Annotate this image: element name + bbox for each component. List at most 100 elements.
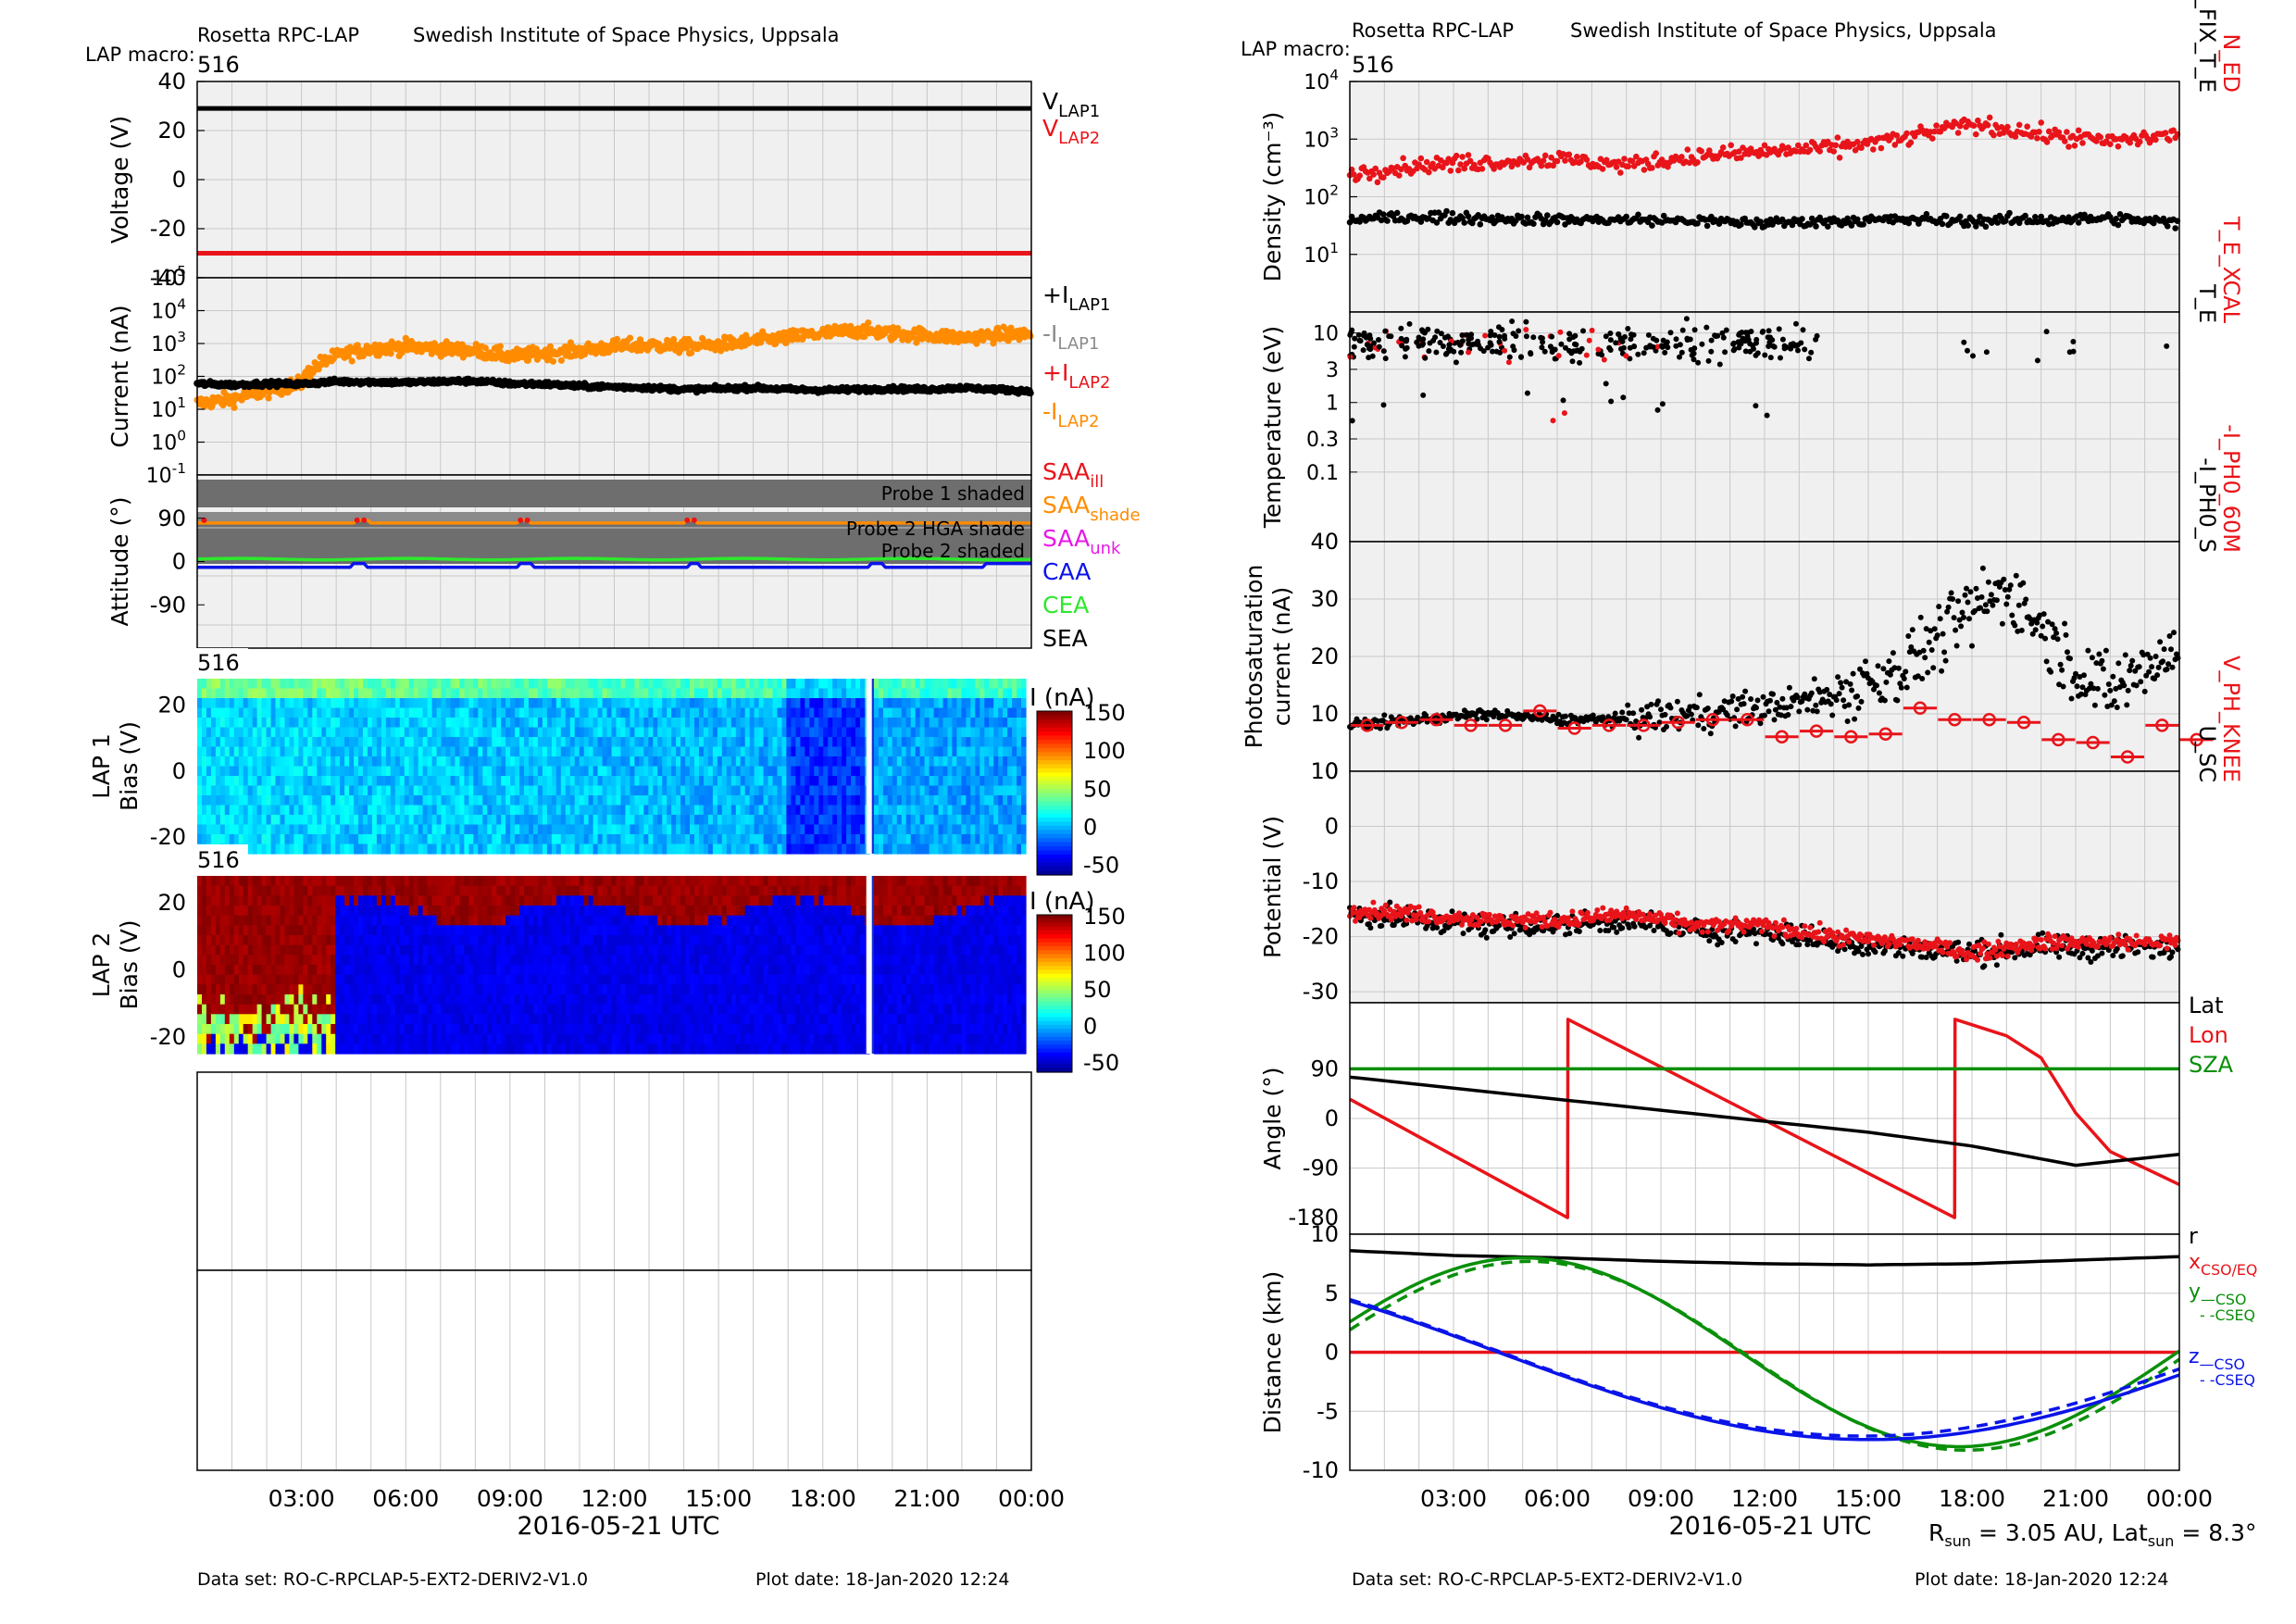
heat-cell (238, 679, 244, 690)
heat-cell (247, 766, 254, 777)
heat-cell (381, 766, 387, 777)
heat-cell (583, 824, 590, 835)
heat-cell (551, 756, 557, 768)
heat-cell (929, 737, 935, 748)
heat-cell (643, 727, 649, 738)
heat-cell (837, 707, 842, 718)
heat-cell (275, 785, 281, 796)
heat-cell (298, 718, 304, 729)
heat-cell (524, 776, 530, 787)
heat-cell (837, 698, 842, 709)
heat-cell (413, 824, 419, 835)
heat-cell (676, 843, 681, 855)
heat-cell (795, 824, 801, 835)
heat-cell (809, 834, 815, 845)
heat-cell (529, 834, 534, 845)
heat-cell (542, 766, 548, 777)
heat-cell (878, 805, 884, 816)
heat-cell (431, 679, 438, 690)
heat-cell (735, 756, 742, 768)
heat-cell (606, 746, 613, 757)
heat-cell (924, 843, 930, 855)
heat-cell (293, 718, 299, 729)
heat-cell (910, 698, 917, 709)
heat-cell (680, 727, 686, 738)
heat-cell (744, 698, 751, 709)
heat-cell (777, 718, 783, 729)
heat-cell (832, 707, 838, 718)
heat-cell (579, 834, 585, 845)
heat-cell (335, 834, 341, 845)
heat-cell (754, 815, 760, 826)
heat-cell (730, 776, 737, 787)
heat-cell (837, 805, 842, 816)
heat-cell (579, 718, 585, 729)
heat-cell (331, 688, 336, 699)
heat-cell (478, 698, 483, 709)
heat-cell (399, 746, 406, 757)
heat-cell (468, 834, 474, 845)
heat-cell (938, 824, 944, 835)
heat-cell (860, 776, 866, 787)
heat-cell (368, 698, 373, 709)
heat-cell (910, 834, 917, 845)
heat-cell (441, 766, 447, 777)
heat-cell (385, 727, 392, 738)
heat-cell (947, 756, 954, 768)
heat-cell (754, 805, 760, 816)
heat-cell (901, 746, 907, 757)
heat-cell (252, 737, 258, 748)
heat-cell (676, 727, 681, 738)
heat-cell (537, 756, 543, 768)
heat-cell (551, 698, 557, 709)
heat-cell (555, 679, 562, 690)
heat-cell (703, 785, 709, 796)
heat-cell (331, 785, 336, 796)
heat-cell (331, 766, 336, 777)
heat-cell (933, 727, 940, 738)
heat-cell (289, 776, 294, 787)
heat-cell (630, 718, 635, 729)
heat-cell (726, 688, 732, 699)
heat-cell (546, 737, 553, 748)
heat-cell (224, 718, 231, 729)
heat-cell (280, 727, 286, 738)
heat-cell (690, 785, 695, 796)
heat-cell (699, 834, 705, 845)
heat-cell (574, 795, 580, 806)
heat-cell (478, 756, 483, 768)
heat-cell (331, 707, 336, 718)
heat-cell (616, 795, 622, 806)
heat-cell (952, 688, 957, 699)
heat-cell (317, 834, 322, 845)
heat-cell (730, 718, 737, 729)
heat-cell (270, 688, 277, 699)
heat-cell (321, 805, 327, 816)
heat-cell (929, 815, 935, 826)
heat-cell (657, 785, 663, 796)
heat-cell (905, 727, 912, 738)
heat-cell (749, 756, 755, 768)
heat-cell (938, 698, 944, 709)
heat-cell (371, 795, 378, 806)
heat-cell (721, 824, 728, 835)
heat-cell (878, 776, 884, 787)
heat-cell (555, 718, 562, 729)
heat-cell (694, 776, 700, 787)
heat-cell (335, 776, 341, 787)
heat-cell (611, 679, 618, 690)
heat-cell (873, 805, 880, 816)
heat-cell (837, 795, 842, 806)
heat-cell (215, 727, 221, 738)
heat-cell (537, 815, 543, 826)
heat-cell (321, 679, 327, 690)
heat-cell (533, 698, 539, 709)
heat-cell (496, 698, 502, 709)
heat-cell (487, 815, 493, 826)
heat-cell (210, 805, 217, 816)
heat-cell (385, 679, 392, 690)
heat-cell (450, 785, 456, 796)
heat-cell (233, 698, 240, 709)
heat-cell (896, 756, 903, 768)
heat-cell (197, 679, 203, 690)
